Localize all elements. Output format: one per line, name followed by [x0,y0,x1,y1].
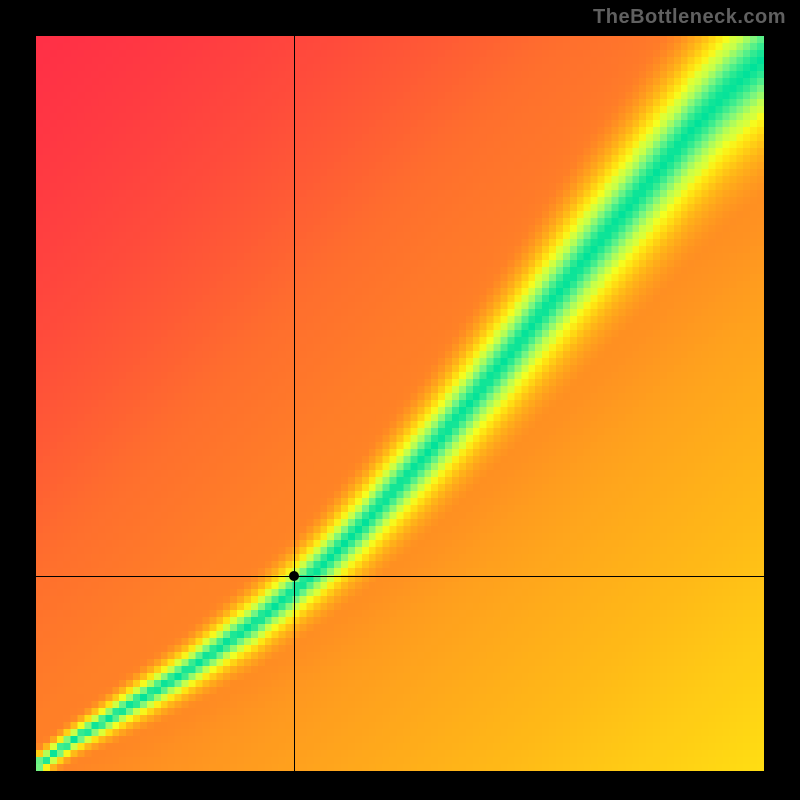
heatmap-canvas [36,36,764,771]
crosshair-horizontal [36,576,764,577]
chart-frame [36,36,764,771]
watermark-text: TheBottleneck.com [593,6,786,29]
chart-container: TheBottleneck.com [0,0,800,800]
crosshair-vertical [294,36,295,771]
crosshair-dot [289,571,299,581]
